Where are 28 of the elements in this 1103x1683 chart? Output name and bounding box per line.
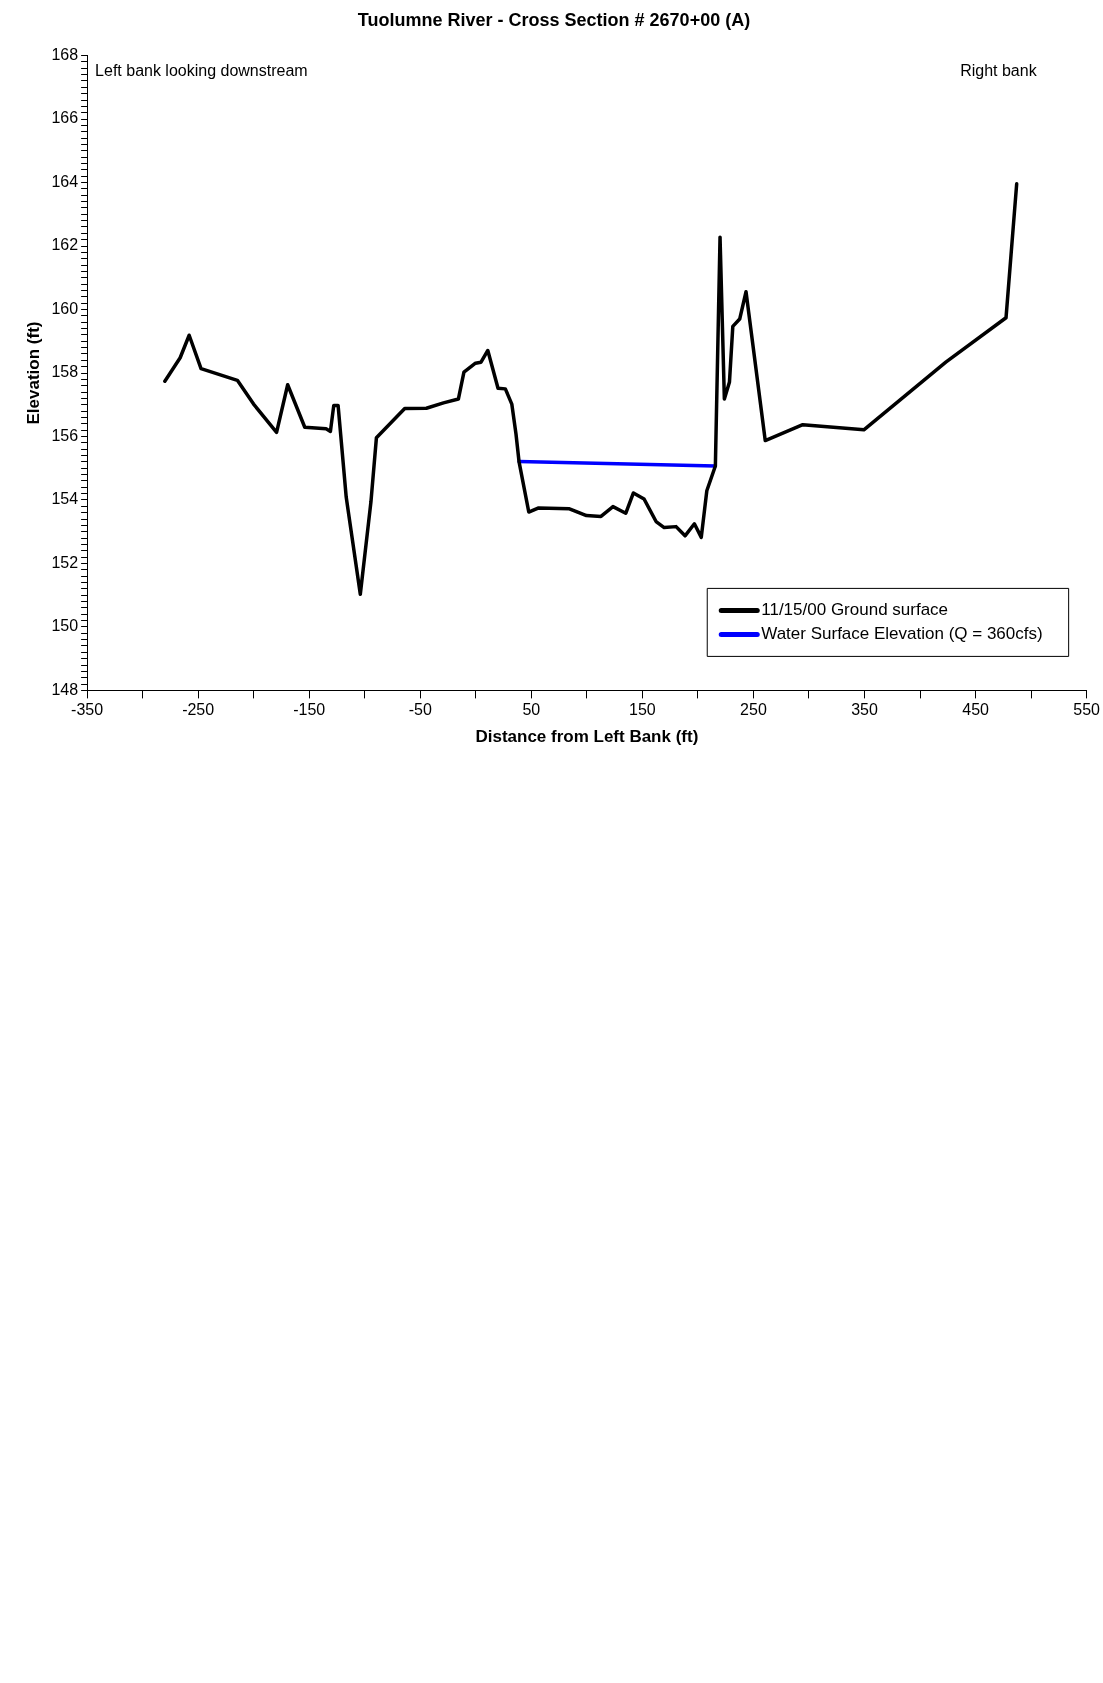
y-tick-label: 154	[51, 490, 79, 508]
legend-label: 11/15/00 Ground surface	[761, 600, 949, 620]
legend-label: Water Surface Elevation (Q = 360cfs)	[761, 624, 1043, 644]
x-tick-label: -250	[182, 701, 215, 719]
y-tick-label: 150	[51, 617, 79, 635]
x-tick-label: 450	[962, 701, 990, 719]
x-tick-label: 550	[1073, 701, 1101, 719]
annotation: Left bank looking downstream	[95, 62, 308, 80]
y-tick-label: 168	[51, 46, 79, 64]
x-tick-label: -150	[293, 701, 326, 719]
x-tick-label: 350	[851, 701, 878, 719]
x-tick-label: 150	[629, 701, 656, 719]
y-tick-label: 158	[51, 363, 79, 381]
y-tick-label: 148	[51, 680, 79, 698]
y-tick-label: 162	[51, 236, 79, 254]
annotation: Right bank	[960, 62, 1038, 80]
y-tick-label: 164	[51, 172, 79, 190]
x-tick-label: -50	[408, 701, 432, 719]
y-tick-label: 156	[51, 426, 79, 444]
y-tick-label: 166	[51, 109, 79, 127]
x-axis-title: Distance from Left Bank (ft)	[475, 727, 699, 747]
x-tick-label: -350	[71, 701, 104, 719]
y-axis-title: Elevation (ft)	[23, 321, 43, 425]
y-tick-label: 152	[51, 553, 79, 571]
y-tick-label: 160	[51, 299, 79, 317]
x-tick-label: 250	[740, 701, 767, 719]
chart-title: Tuolumne River - Cross Section # 2670+00 (A)	[357, 9, 751, 30]
x-tick-label: 50	[522, 701, 541, 719]
